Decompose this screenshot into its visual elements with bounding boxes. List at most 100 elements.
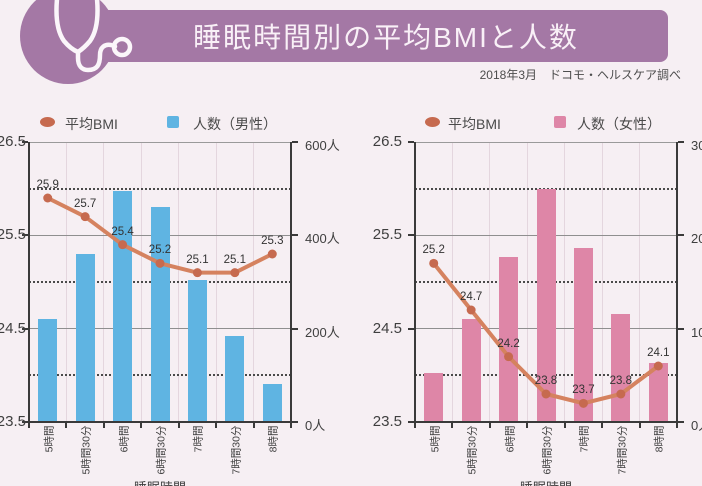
right-axis-label: 0人 <box>691 418 702 433</box>
bmi-point <box>155 258 165 268</box>
x-tick-label: 8時間 <box>653 425 666 453</box>
x-axis-title: 睡眠時間 <box>518 477 574 486</box>
bottom-axis-line <box>28 421 292 423</box>
bmi-value-label: 24.7 <box>459 291 483 303</box>
x-axis-tick <box>28 423 30 428</box>
plot-top-border <box>29 142 291 143</box>
left-axis-label: 25.5 <box>372 226 402 244</box>
left-axis-tick <box>22 234 28 237</box>
right-axis-label: 600人 <box>305 138 340 153</box>
left-axis-line <box>414 142 416 423</box>
bmi-value-label: 24.1 <box>647 347 670 359</box>
right-axis-tick <box>678 327 684 330</box>
x-axis-tick <box>102 423 105 428</box>
x-axis-tick <box>526 423 529 428</box>
bmi-point <box>541 389 551 399</box>
bar <box>424 373 444 422</box>
legend-bar-label: 人数（女性） <box>577 116 661 132</box>
bar <box>536 188 556 422</box>
left-axis-label: 24.5 <box>0 319 26 337</box>
x-axis-tick <box>414 423 416 428</box>
right-axis-tick <box>678 141 684 143</box>
x-axis-tick <box>177 423 180 428</box>
bmi-value-label: 25.7 <box>73 197 97 210</box>
bar <box>499 256 519 422</box>
bmi-value-label: 25.3 <box>261 235 284 247</box>
x-axis-tick <box>601 423 604 428</box>
bmi-value-label: 23.8 <box>609 375 633 387</box>
bmi-point <box>653 361 663 371</box>
bmi-point <box>267 249 277 259</box>
legend-bmi-label: 平均BMI <box>65 116 118 132</box>
bar <box>262 383 282 422</box>
right-axis-label: 400人 <box>305 231 340 247</box>
stethoscope-icon <box>54 0 133 73</box>
x-axis-tick <box>65 423 68 428</box>
bmi-point <box>43 193 53 203</box>
left-axis-tick <box>22 141 28 143</box>
bmi-value-label: 23.7 <box>572 384 595 397</box>
x-axis-tick <box>638 423 641 428</box>
header-banner: 睡眠時間別の平均BMIと人数 <box>104 10 668 62</box>
right-axis-tick <box>292 327 298 330</box>
right-axis-label: 200人 <box>691 231 702 247</box>
x-tick-label: 7時間 <box>578 425 591 453</box>
x-axis-tick <box>215 423 218 428</box>
left-axis-tick <box>408 141 414 143</box>
bar <box>38 319 58 422</box>
bmi-value-label: 25.2 <box>422 244 445 257</box>
left-axis-label: 24.5 <box>372 319 402 337</box>
right-axis-label: 300人 <box>691 138 702 153</box>
x-axis-tick <box>488 423 491 428</box>
right-axis-tick <box>678 421 684 423</box>
bmi-point <box>616 389 626 399</box>
plot-top-border <box>415 142 677 143</box>
left-axis-line <box>28 142 30 423</box>
bmi-point <box>80 212 90 222</box>
left-axis-tick <box>22 421 28 423</box>
x-tick-label: 5時間 <box>429 425 442 453</box>
legend-bar-swatch <box>554 116 566 128</box>
header-icon-circle <box>20 0 116 84</box>
legend-bmi-marker <box>425 117 440 127</box>
bmi-value-label: 25.4 <box>111 225 134 238</box>
x-axis-tick <box>140 423 143 428</box>
right-axis-tick <box>292 421 298 423</box>
bmi-point <box>578 398 588 408</box>
bmi-value-label: 23.8 <box>534 375 558 387</box>
left-axis-tick <box>408 234 414 237</box>
x-tick-label: 7時間30分 <box>616 425 629 475</box>
bar <box>573 248 593 422</box>
bar <box>461 319 481 422</box>
x-tick-label: 6時間 <box>504 425 517 453</box>
bmi-value-label: 25.9 <box>36 179 59 191</box>
right-axis-label: 100人 <box>691 324 702 340</box>
legend-bar-swatch <box>167 116 179 128</box>
left-axis-label: 23.5 <box>372 413 402 430</box>
source-note: 2018年3月 ドコモ・ヘルスケア調べ <box>479 68 681 82</box>
right-axis-label: 0人 <box>305 418 326 433</box>
x-tick-label: 8時間 <box>267 425 280 453</box>
legend-bmi-marker <box>40 117 55 127</box>
bmi-point <box>118 240 128 250</box>
legend-bar-label: 人数（男性） <box>193 116 277 132</box>
left-axis-label: 26.5 <box>372 133 402 150</box>
x-tick-label: 6時間 <box>118 425 131 453</box>
x-tick-label: 7時間 <box>192 425 205 453</box>
x-axis-tick <box>290 423 292 428</box>
x-tick-label: 5時間 <box>43 425 56 453</box>
bmi-line <box>429 258 663 408</box>
left-axis-tick <box>408 421 414 423</box>
x-axis-tick <box>252 423 255 428</box>
bmi-value-label: 25.1 <box>186 253 209 266</box>
left-axis-label: 26.5 <box>0 133 26 150</box>
bmi-line <box>43 193 277 278</box>
right-axis-tick <box>292 141 298 143</box>
bmi-point <box>192 268 202 278</box>
bar <box>225 335 245 422</box>
right-axis-tick <box>678 234 684 237</box>
x-tick-label: 5時間30分 <box>466 425 479 475</box>
x-tick-label: 5時間30分 <box>80 425 93 475</box>
right-axis-line <box>676 142 678 423</box>
